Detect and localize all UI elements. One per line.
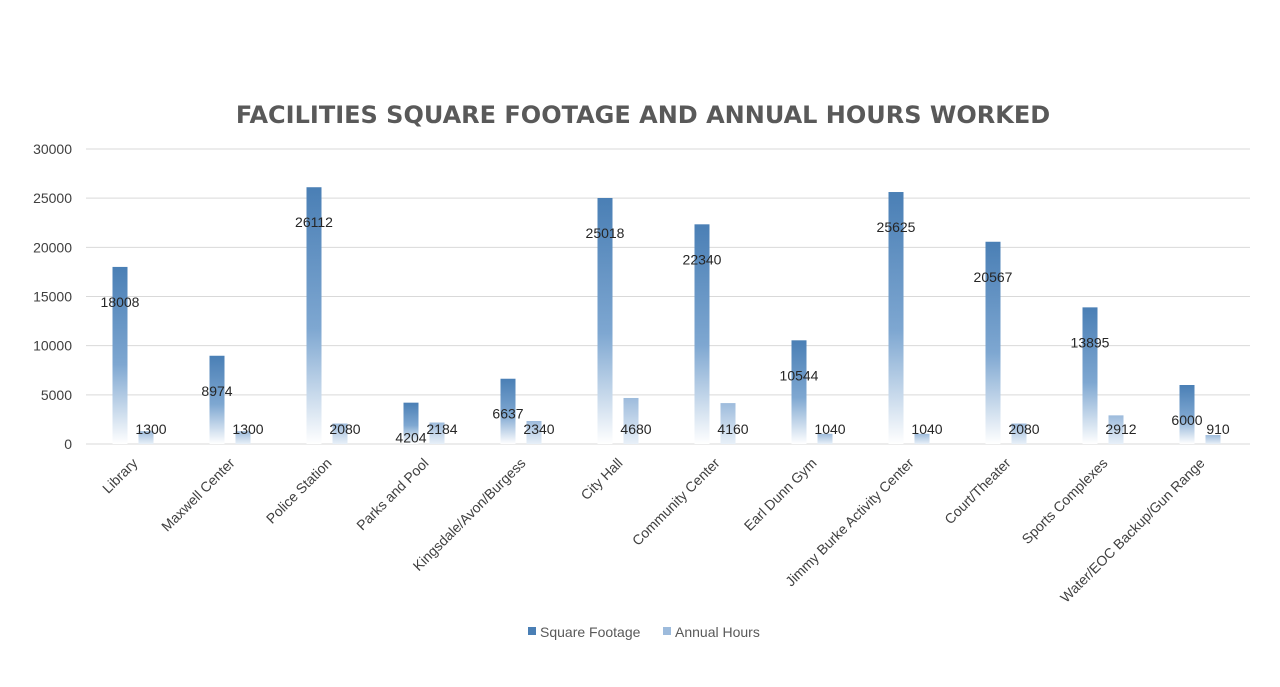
- data-label-annual-hours: 2080: [329, 421, 360, 437]
- bar-square-footage: [694, 224, 710, 444]
- bar-annual-hours: [1205, 435, 1221, 444]
- bar-annual-hours: [332, 423, 348, 444]
- y-tick-label: 20000: [33, 239, 72, 255]
- x-category-label: Community Center: [629, 455, 723, 549]
- bar-square-footage: [112, 266, 128, 444]
- x-category-label: Sports Complexes: [1018, 455, 1110, 547]
- data-label-square-footage: 10544: [780, 367, 819, 383]
- data-label-annual-hours: 1300: [232, 421, 263, 437]
- x-category-label: Maxwell Center: [158, 455, 238, 535]
- y-tick-label: 10000: [33, 338, 72, 354]
- legend-swatch-square-footage: [528, 627, 536, 635]
- bar-square-footage: [791, 340, 807, 444]
- x-category-label: City Hall: [577, 455, 625, 503]
- data-label-square-footage: 6637: [492, 406, 523, 422]
- bar-annual-hours: [1108, 415, 1124, 444]
- bar-annual-hours: [138, 431, 154, 444]
- data-label-annual-hours: 910: [1206, 421, 1230, 437]
- data-label-annual-hours: 4680: [620, 421, 651, 437]
- data-label-square-footage: 6000: [1171, 412, 1202, 428]
- legend-swatch-annual-hours: [663, 627, 671, 635]
- bar-annual-hours: [429, 422, 445, 444]
- data-label-square-footage: 22340: [683, 251, 722, 267]
- bar-annual-hours: [526, 420, 542, 444]
- x-category-label: Kingsdale/Avon/Burgess: [410, 455, 529, 574]
- y-tick-label: 15000: [33, 289, 72, 305]
- bar-annual-hours: [623, 397, 639, 444]
- legend: Square Footage Annual Hours: [528, 624, 760, 640]
- data-label-annual-hours: 1300: [135, 421, 166, 437]
- data-label-annual-hours: 1040: [814, 421, 845, 437]
- bar-annual-hours: [720, 403, 736, 444]
- x-category-label: Parks and Pool: [353, 455, 431, 533]
- data-label-annual-hours: 2184: [426, 421, 457, 437]
- gridlines: [86, 148, 1250, 445]
- x-category-label: Earl Dunn Gym: [741, 455, 820, 534]
- bar-square-footage: [1082, 307, 1098, 444]
- data-label-square-footage: 20567: [974, 269, 1013, 285]
- bar-square-footage: [500, 378, 516, 444]
- data-label-annual-hours: 2340: [523, 421, 554, 437]
- y-axis-ticks: 0 5000 10000 15000 20000 25000 30000: [33, 141, 72, 452]
- bar-square-footage: [403, 402, 419, 444]
- legend-label-square-footage: Square Footage: [540, 624, 641, 640]
- bar-annual-hours: [914, 433, 930, 444]
- data-label-annual-hours: 2912: [1105, 421, 1136, 437]
- bar-square-footage: [597, 197, 613, 444]
- bar-annual-hours: [235, 431, 251, 444]
- y-tick-label: 5000: [41, 387, 72, 403]
- data-label-square-footage: 18008: [101, 294, 140, 310]
- data-label-annual-hours: 4160: [717, 421, 748, 437]
- data-label-square-footage: 26112: [295, 214, 333, 230]
- data-label-annual-hours: 1040: [911, 421, 942, 437]
- x-category-label: Court/Theater: [941, 455, 1014, 528]
- data-label-square-footage: 25018: [586, 225, 625, 241]
- bar-annual-hours: [1011, 423, 1027, 444]
- bar-square-footage: [209, 355, 225, 444]
- bar-square-footage: [888, 192, 904, 444]
- data-label-annual-hours: 2080: [1008, 421, 1039, 437]
- data-label-square-footage: 4204: [395, 430, 426, 446]
- bar-square-footage: [306, 187, 322, 444]
- data-label-square-footage: 25625: [877, 219, 916, 235]
- data-label-square-footage: 13895: [1071, 334, 1110, 350]
- bar-annual-hours: [817, 433, 833, 444]
- y-tick-label: 0: [64, 436, 72, 452]
- x-category-label: Library: [99, 455, 141, 497]
- data-label-square-footage: 8974: [201, 383, 232, 399]
- x-category-label: Police Station: [263, 455, 335, 527]
- chart-title: FACILITIES SQUARE FOOTAGE AND ANNUAL HOU…: [236, 101, 1050, 129]
- x-axis-categories: Library Maxwell Center Police Station Parks…: [99, 455, 1208, 606]
- y-tick-label: 30000: [33, 141, 72, 157]
- y-tick-label: 25000: [33, 190, 72, 206]
- bars: [112, 187, 1221, 444]
- bar-square-footage: [985, 241, 1001, 444]
- bar-square-footage: [1179, 385, 1195, 444]
- legend-label-annual-hours: Annual Hours: [675, 624, 760, 640]
